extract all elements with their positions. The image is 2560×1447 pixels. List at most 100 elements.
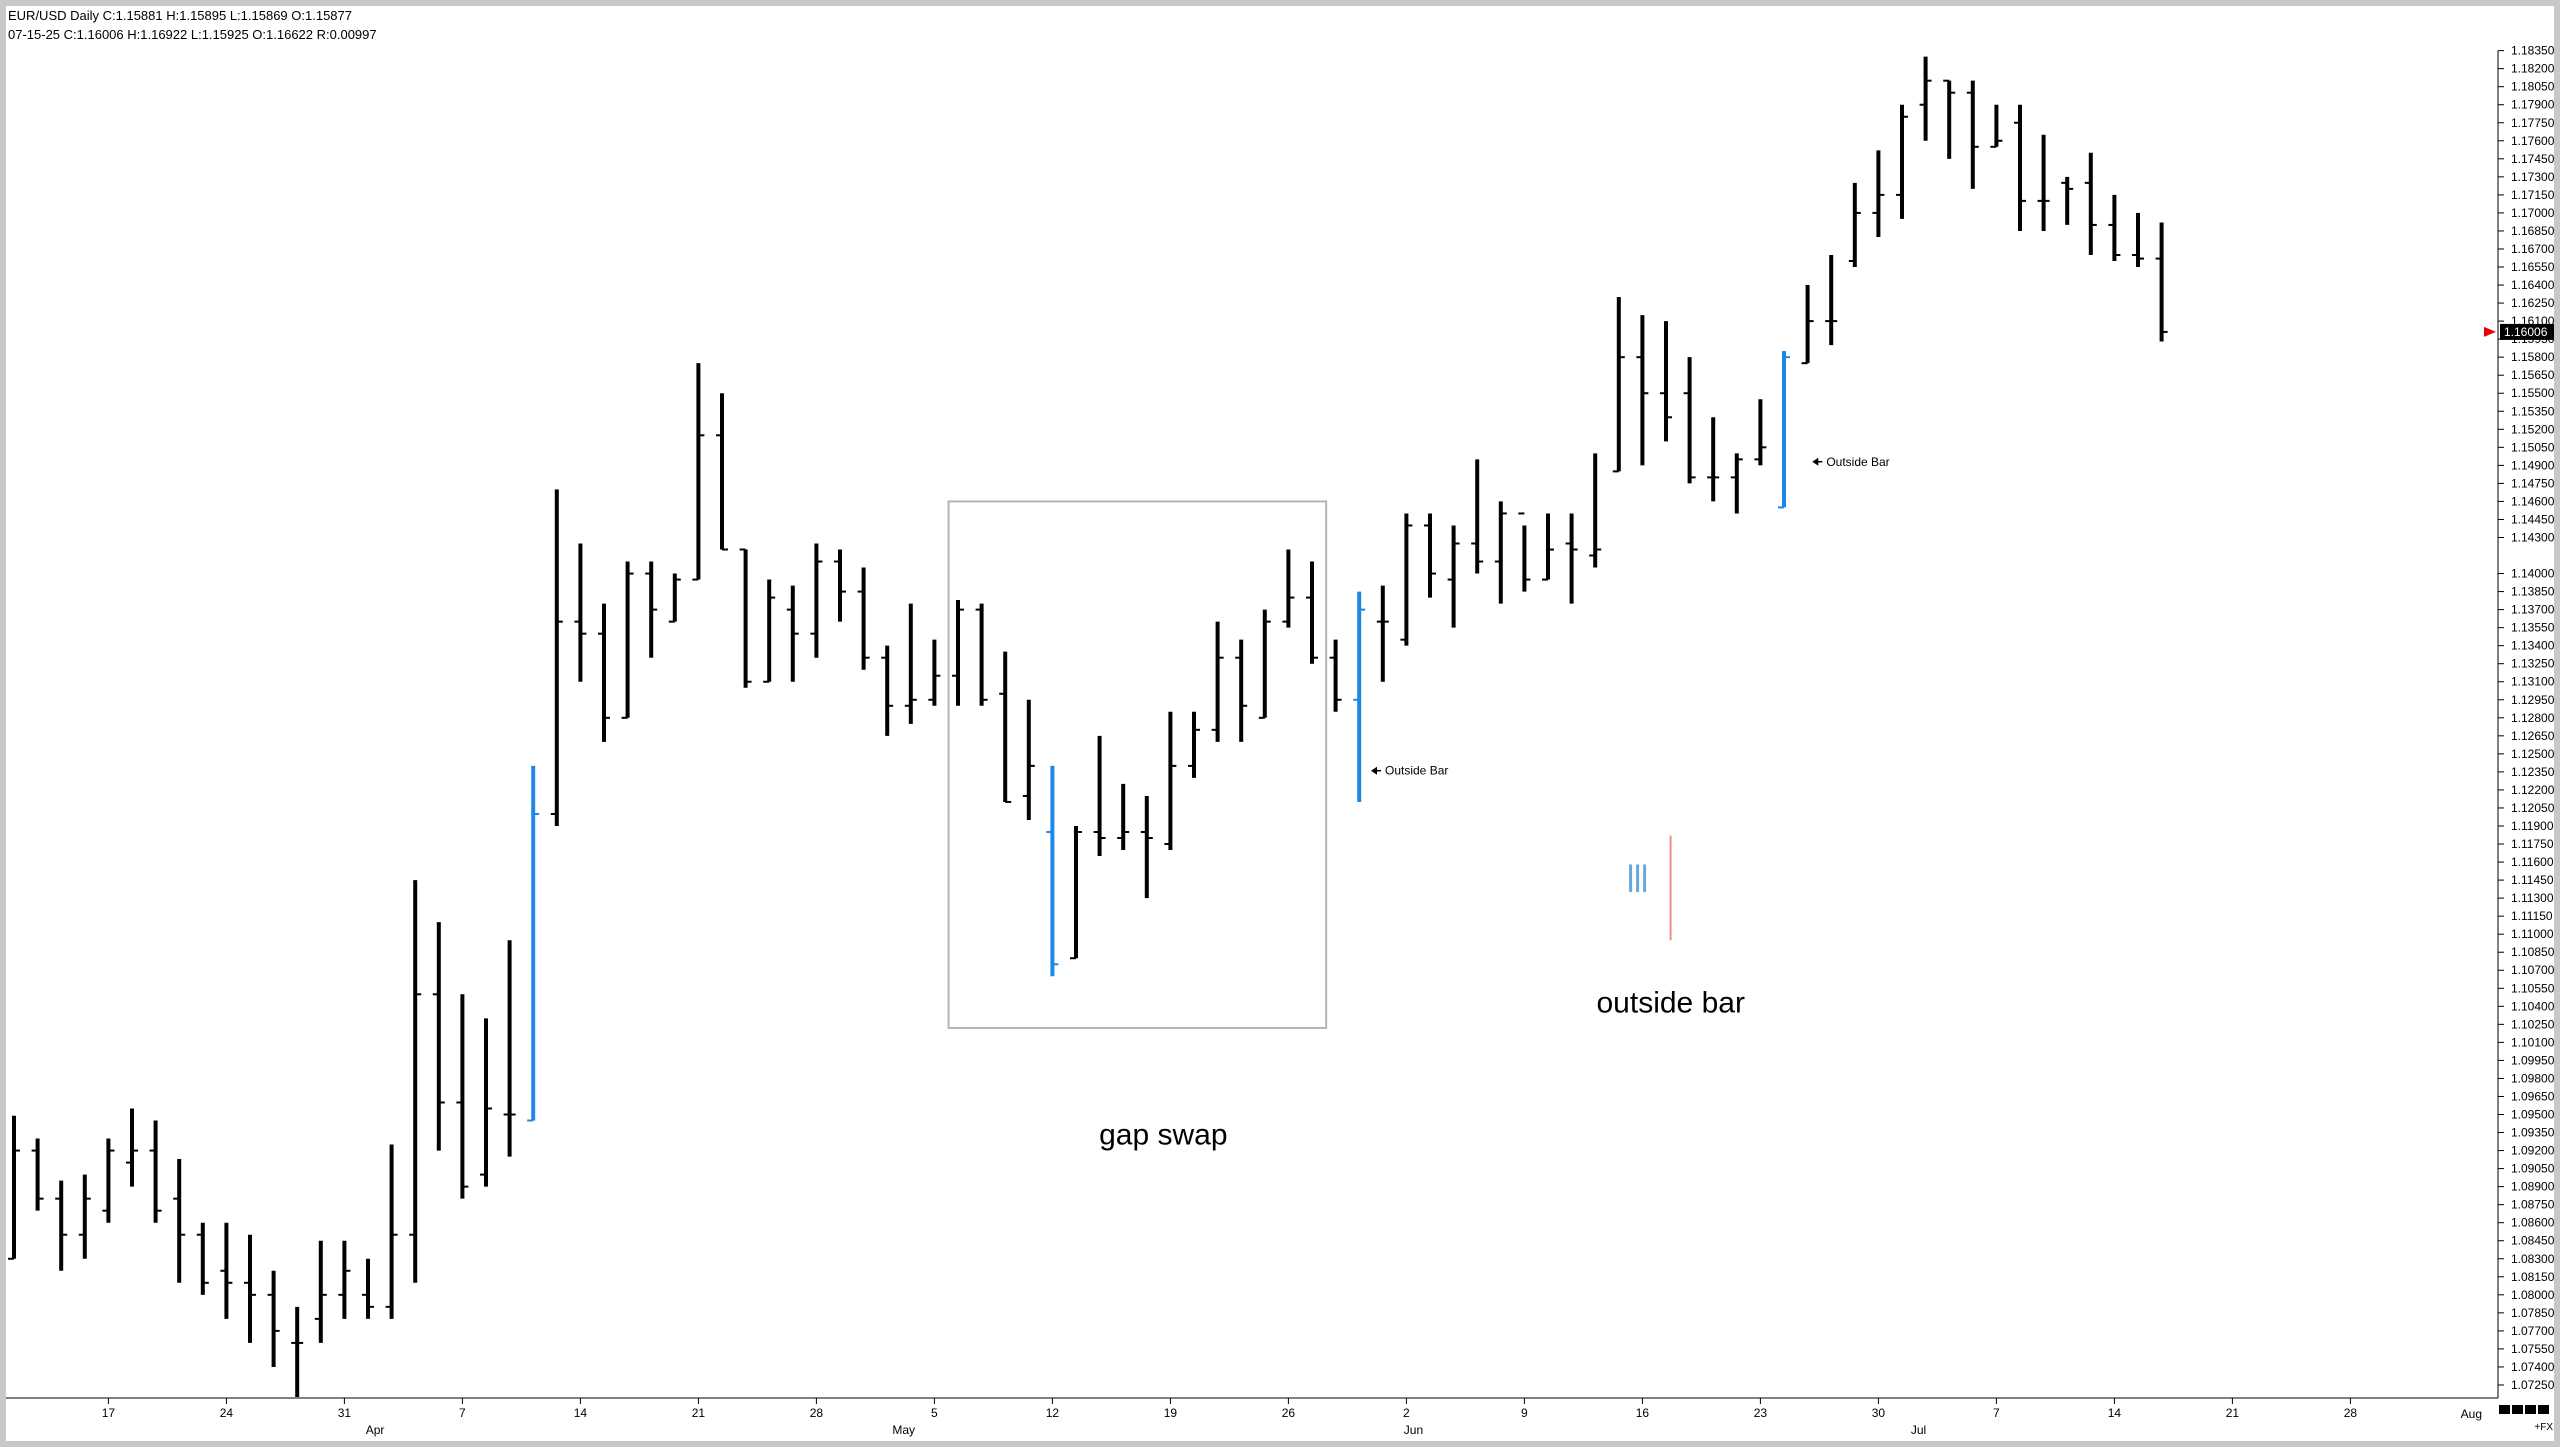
ohlc-bar [503,940,516,1157]
x-tick-label: 16 [1636,1406,1650,1420]
outside-bar-text: outside bar [1597,986,1745,1019]
y-tick-label: 1.16550 [2511,260,2554,274]
y-tick-label: 1.13250 [2511,657,2554,671]
y-tick-label: 1.08900 [2511,1180,2554,1194]
y-axis[interactable]: 1.18350 1.18200 1.18050 1.17900 1.17750 1.176… [2498,44,2554,1392]
x-tick-label: 28 [810,1406,824,1420]
ohlc-bar [2061,176,2074,225]
ohlc-bar [1848,182,1861,268]
y-tick-label: 1.17750 [2511,116,2554,130]
ohlc-bar [1258,609,1271,719]
ohlc-bar [716,393,728,551]
y-tick-label: 1.11750 [2511,837,2554,851]
y-tick-label: 1.17900 [2511,98,2554,112]
price-marker-box [2500,323,2554,340]
annotations [1371,457,1823,941]
y-tick-label: 1.10400 [2511,999,2554,1013]
x-axis[interactable]: 17 24 31 7 14 21 28 5 12 19 26 2 9 16 23 30 7 14 21 28 Apr Ma… [102,1398,2358,1437]
price-marker-label: 1.16006 [2504,325,2548,339]
ohlc-bar [928,639,941,706]
y-tick-label: 1.15350 [2511,404,2554,418]
x-month-label: Apr [366,1423,385,1437]
chart-canvas[interactable]: EUR/USD Daily C:1.15881 H:1.15895 L:1.15… [6,6,2554,1441]
x-tick-label: 7 [1993,1406,2000,1420]
ohlc-bar [1518,512,1531,592]
y-tick-label: 1.13700 [2511,603,2554,617]
y-tick-label: 1.16850 [2511,224,2554,238]
x-month-label: Jul [1911,1423,1926,1437]
ohlc-bar [8,1115,20,1260]
ohlc-bar [1235,639,1248,742]
ohlc-bar [267,1270,280,1367]
gap-swap-text: gap swap [1099,1119,1227,1152]
ohlc-bar [1730,453,1743,514]
ohlc-bar [1070,825,1082,960]
ohlc-bar [314,1240,327,1343]
y-tick-label: 1.14000 [2511,567,2554,581]
y-tick-label: 1.10250 [2511,1017,2554,1031]
ohlc-bar [31,1138,44,1211]
y-tick-label: 1.18200 [2511,62,2554,76]
ohlc-bar [550,489,563,826]
y-tick-label: 1.15500 [2511,386,2554,400]
ohlc-bar [338,1240,351,1319]
y-tick-label: 1.17000 [2511,206,2554,220]
x-tick-label: 14 [574,1406,588,1420]
y-tick-label: 1.09350 [2511,1126,2554,1140]
y-tick-label: 1.15200 [2511,422,2554,436]
y-tick-label: 1.14600 [2511,494,2554,508]
x-month-label: Jun [1404,1423,1423,1437]
price-marker-arrow-icon [2484,326,2496,337]
ohlc-bar [1683,357,1696,484]
ohlc-bar [975,603,988,706]
x-tick-label: 26 [1282,1406,1296,1420]
y-tick-label: 1.14900 [2511,458,2554,472]
y-tick-label: 1.10550 [2511,981,2554,995]
x-tick-label: 24 [220,1406,234,1420]
ohlc-bar [456,994,469,1199]
y-tick-label: 1.12950 [2511,693,2554,707]
ohlc-bar [621,561,634,719]
y-tick-label: 1.13400 [2511,639,2554,653]
ohlc-bar [2084,152,2097,255]
y-tick-label: 1.07550 [2511,1342,2554,1356]
y-tick-label: 1.15050 [2511,440,2554,454]
y-tick-label: 1.09650 [2511,1089,2554,1103]
ohlc-bar [2108,194,2121,261]
ohlc-bar [1211,621,1224,742]
ohlc-bar [1447,525,1460,628]
x-tick-label: 21 [692,1406,706,1420]
ohlc-bar [2037,134,2050,231]
ohlc-bar [55,1180,68,1271]
ohlc-bar [1282,549,1295,628]
y-tick-label: 1.17300 [2511,170,2554,184]
chart-window: EUR/USD Daily C:1.15881 H:1.15895 L:1.15… [6,6,2554,1441]
ohlc-bar [2155,222,2168,342]
ohlc-bar [1660,321,1672,442]
ohlc-bar [1117,783,1130,851]
y-tick-label: 1.11300 [2511,891,2554,905]
price-bars [8,56,2168,1397]
ohlc-bar [1896,104,1908,219]
ohlc-bar [1542,513,1554,581]
x-tick-label: 7 [459,1406,466,1420]
y-tick-label: 1.13850 [2511,585,2554,599]
ohlc-bar [1943,79,1956,159]
y-tick-label: 1.12650 [2511,729,2554,743]
y-tick-label: 1.11450 [2511,873,2554,887]
ohlc-bar [362,1258,374,1319]
x-tick-label: 23 [1754,1406,1768,1420]
y-tick-label: 1.07250 [2511,1378,2554,1392]
y-tick-label: 1.14450 [2511,512,2554,526]
ohlc-bar [385,1144,398,1319]
ohlc-bar [244,1234,256,1343]
y-tick-label: 1.09950 [2511,1053,2554,1067]
y-tick-label: 1.11150 [2511,909,2553,923]
ohlc-bar [1966,80,1979,189]
ohlc-bar [1872,150,1885,237]
ohlc-bar [149,1120,162,1223]
ohlc-bar [763,579,776,683]
x-month-label: May [892,1423,915,1437]
y-tick-label: 1.12350 [2511,765,2554,779]
ohlc-bar [1471,459,1484,574]
